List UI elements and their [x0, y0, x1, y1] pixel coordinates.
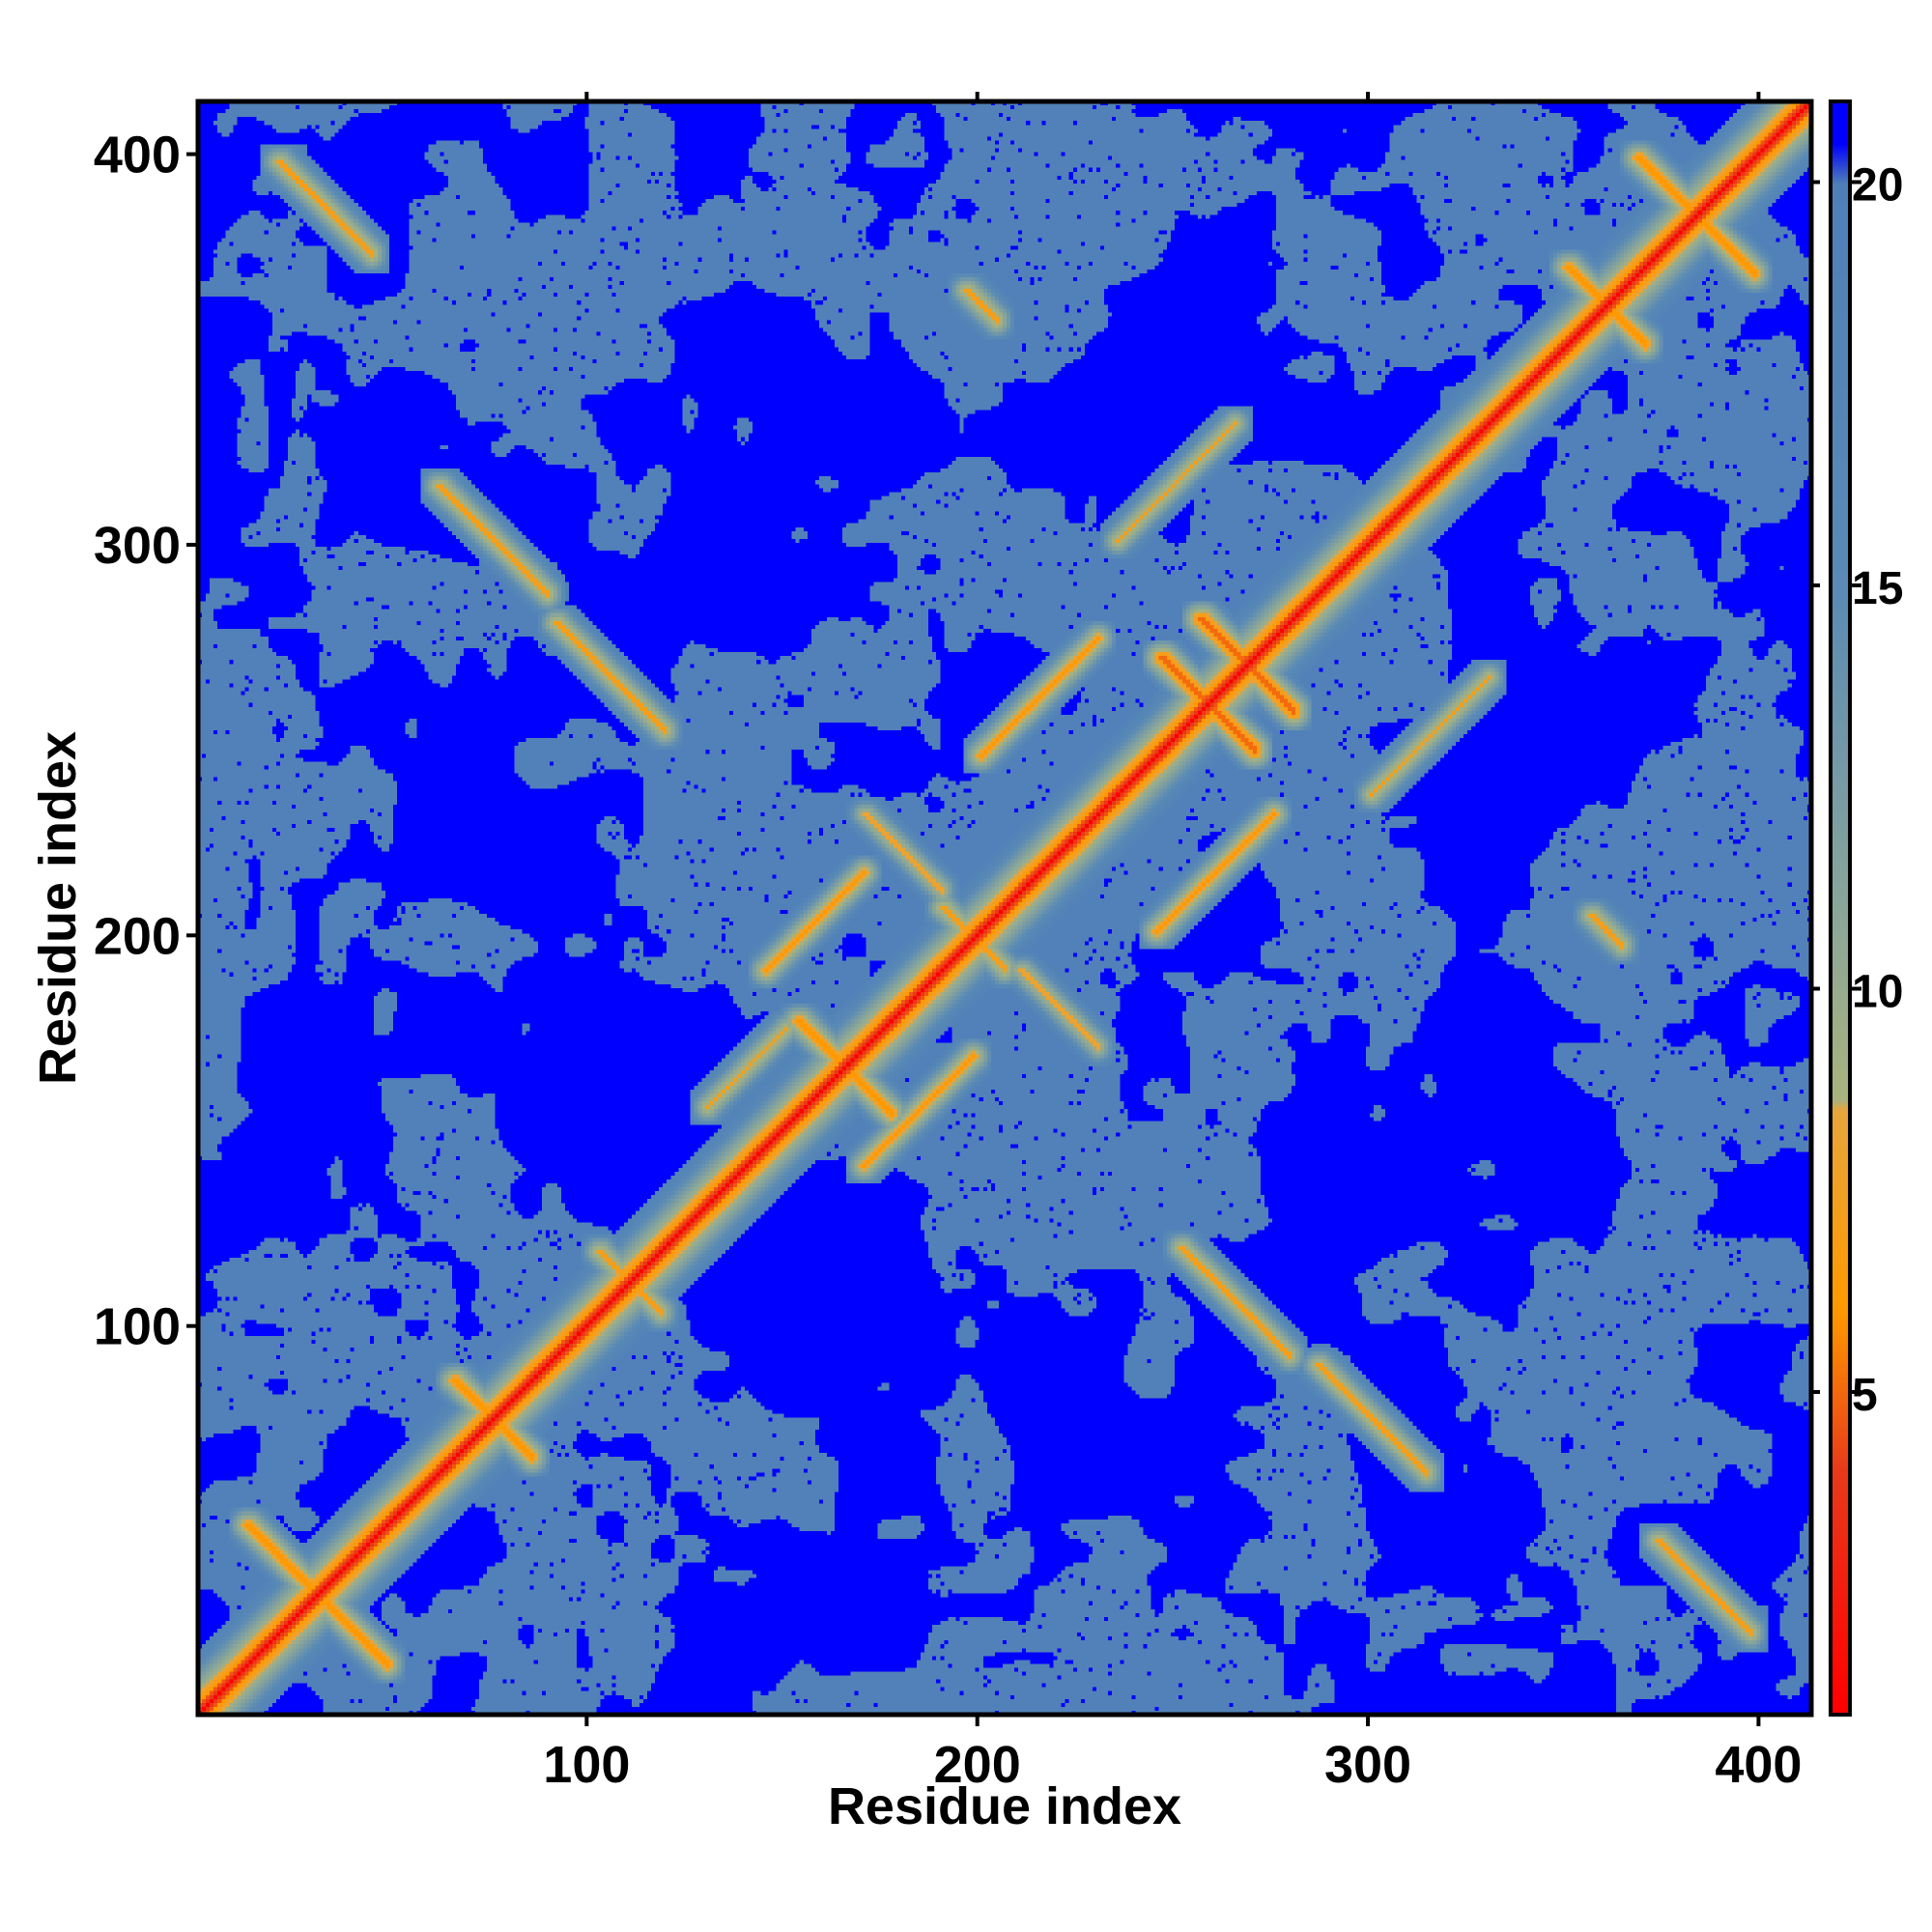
- colorbar-frame: [1829, 99, 1852, 1717]
- colorbar-tick-label: 5: [1852, 1370, 1878, 1421]
- x-tick-label: 100: [543, 1736, 630, 1794]
- y-tick-label: 100: [94, 1298, 181, 1356]
- x-tick-label: 200: [934, 1736, 1021, 1794]
- colorbar-gradient: [1831, 101, 1850, 1715]
- colorbar-tick-label: 20: [1852, 160, 1903, 212]
- x-axis-label: Residue index: [828, 1777, 1181, 1835]
- distance-heatmap: [198, 101, 1811, 1715]
- y-axis-ticks: 100 200 300 400: [94, 127, 198, 1356]
- x-tick-label: 400: [1715, 1736, 1802, 1794]
- y-tick-label: 400: [94, 127, 181, 185]
- plot-frame: [195, 99, 1814, 1718]
- y-axis-label: Residue index: [29, 731, 87, 1085]
- y-tick-label: 300: [94, 517, 181, 575]
- colorbar-tick-label: 10: [1852, 967, 1903, 1018]
- x-axis-ticks: 100 200 300 400: [543, 92, 1802, 1794]
- colorbar-tick-label: 15: [1852, 563, 1903, 614]
- y-tick-label: 200: [94, 907, 181, 965]
- x-tick-label: 300: [1324, 1736, 1411, 1794]
- colorbar-ticks: 5 10 15 20: [1812, 160, 1903, 1421]
